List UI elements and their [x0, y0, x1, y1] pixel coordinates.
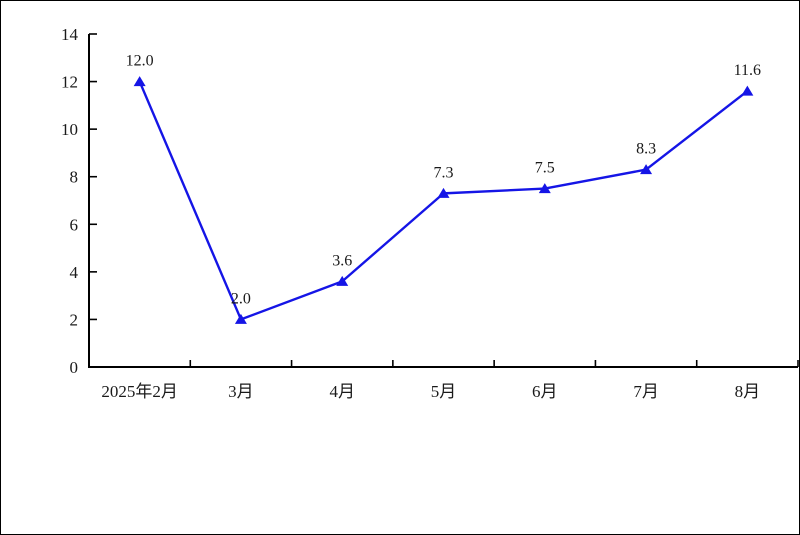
x-category-label: 8月: [735, 382, 761, 401]
data-point-label: 2.0: [231, 290, 251, 307]
x-category-label: 2025年2月: [101, 382, 178, 401]
data-point-label: 12.0: [126, 53, 154, 70]
data-point-marker: [133, 76, 146, 87]
y-tick-label: 0: [70, 358, 79, 377]
x-category-label: 4月: [329, 382, 355, 401]
data-point-label: 7.3: [434, 164, 454, 181]
data-point-label: 7.5: [535, 160, 555, 177]
data-point-marker: [336, 275, 349, 286]
x-category-label: 3月: [228, 382, 254, 401]
y-tick-label: 14: [61, 25, 79, 44]
data-line: [138, 80, 749, 321]
data-point-marker: [437, 187, 450, 198]
y-tick-label: 4: [70, 263, 79, 282]
data-point-marker: [741, 85, 754, 96]
data-point-marker: [234, 313, 247, 324]
y-tick-label: 2: [70, 310, 79, 329]
data-point-marker: [640, 164, 653, 175]
y-tick-label: 6: [70, 215, 79, 234]
data-point-label: 11.6: [734, 62, 761, 79]
y-tick-label: 8: [70, 168, 79, 187]
y-tick-label: 12: [61, 73, 78, 92]
data-point-label: 3.6: [332, 252, 352, 269]
x-category-label: 5月: [431, 382, 457, 401]
x-category-label: 7月: [633, 382, 659, 401]
y-tick-label: 10: [61, 120, 78, 139]
data-point-marker: [538, 183, 551, 194]
data-point-label: 8.3: [636, 141, 656, 158]
x-category-label: 6月: [532, 382, 558, 401]
